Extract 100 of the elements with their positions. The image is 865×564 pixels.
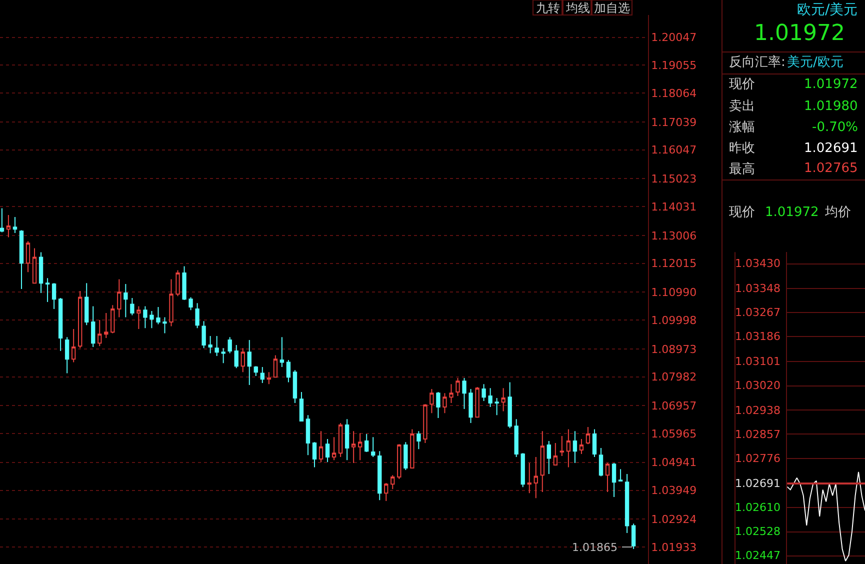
candlestick — [136, 306, 141, 330]
y-tick-label: 1.03101 — [735, 355, 780, 368]
candlestick — [442, 392, 447, 414]
candlestick — [364, 433, 369, 452]
candlestick — [423, 404, 428, 444]
candlestick — [468, 388, 473, 424]
candlestick — [234, 344, 238, 369]
candlestick — [520, 452, 525, 488]
y-tick-label: 1.03348 — [735, 282, 780, 295]
candlestick — [436, 392, 440, 418]
candlestick — [169, 278, 174, 327]
y-tick-label: 1.02528 — [735, 525, 780, 538]
candlestick — [6, 214, 11, 238]
y-tick-label: 1.17039 — [651, 116, 697, 129]
candlestick — [176, 270, 180, 297]
text: 均价 — [824, 205, 851, 220]
candlestick — [286, 359, 291, 383]
candlestick — [546, 440, 552, 474]
candlestick — [45, 278, 50, 302]
y-tick-label: 1.12015 — [651, 257, 697, 270]
candlestick — [371, 436, 376, 458]
candlestick — [618, 468, 623, 482]
candlestick — [214, 336, 219, 357]
text: 现价 — [729, 205, 755, 220]
candlestick — [247, 339, 252, 386]
y-tick-label: 1.03186 — [735, 330, 780, 343]
candlestick — [540, 430, 544, 492]
candlestick — [130, 298, 134, 316]
candlestick — [182, 266, 186, 301]
candlestick — [612, 462, 616, 498]
candlestick — [104, 312, 108, 339]
text: 昨收 — [729, 141, 755, 156]
y-tick-label: 1.02610 — [735, 501, 780, 514]
y-tick-label: 1.02691 — [735, 477, 780, 490]
candlestick — [514, 418, 518, 458]
y-tick-label: 1.03020 — [735, 379, 780, 392]
text: -0.70% — [812, 120, 858, 135]
candlestick — [221, 348, 226, 364]
candlestick — [78, 290, 82, 349]
y-tick-label: 1.02857 — [735, 428, 780, 441]
candlestick — [586, 426, 590, 445]
candlestick — [124, 283, 128, 318]
candlestick — [344, 418, 350, 461]
candlestick — [404, 442, 408, 471]
candlestick — [416, 430, 421, 450]
candlestick — [475, 386, 480, 418]
candlestick — [358, 432, 362, 461]
y-tick-label: 1.02776 — [735, 452, 780, 465]
y-tick-label: 1.01933 — [651, 540, 697, 554]
text: 1.02691 — [804, 141, 858, 156]
candlestick — [12, 216, 18, 234]
text: 1.01972 — [804, 77, 858, 92]
y-tick-label: 1.20047 — [651, 31, 697, 44]
text: 现价 — [729, 77, 755, 92]
y-tick-label: 1.02447 — [735, 549, 780, 562]
text: 1.01972 — [754, 21, 845, 46]
y-tick-label: 1.07982 — [651, 370, 697, 384]
y-tick-label: 1.03430 — [735, 257, 780, 270]
candlestick — [624, 473, 630, 534]
candlestick — [254, 366, 258, 377]
candlestick — [306, 414, 310, 456]
y-tick-label: 1.04941 — [651, 456, 697, 470]
candlestick — [64, 336, 70, 374]
candlestick — [482, 384, 486, 402]
candlestick — [240, 348, 245, 373]
candlestick — [390, 474, 395, 490]
candlestick — [84, 282, 89, 326]
text: 涨幅 — [729, 120, 755, 135]
candlestick — [449, 384, 454, 404]
candlestick — [579, 438, 584, 454]
candlestick — [631, 523, 636, 550]
y-tick-label: 1.06957 — [651, 400, 697, 412]
annotation: 1.01865 — [572, 541, 618, 554]
candlestick — [410, 428, 414, 469]
text: 均线 — [565, 1, 590, 15]
y-tick-label: 1.13006 — [651, 229, 697, 242]
candlestick — [430, 388, 434, 414]
candlestick — [117, 278, 122, 318]
text: 卖出 — [729, 99, 755, 114]
candlestick — [560, 435, 564, 456]
candlestick — [38, 252, 44, 294]
candlestick — [501, 388, 506, 412]
text: 1.01980 — [804, 99, 858, 114]
candlestick — [351, 430, 356, 464]
candlestick — [592, 428, 597, 458]
candlestick — [292, 370, 298, 404]
text: 九转 — [536, 1, 560, 15]
y-tick-label: 1.10990 — [651, 286, 697, 299]
candlestick — [19, 230, 24, 290]
candlestick — [91, 306, 96, 348]
candlestick — [325, 438, 330, 463]
candlestick — [378, 450, 382, 501]
candlestick — [397, 444, 402, 480]
candlestick — [318, 430, 324, 463]
candlestick — [534, 456, 538, 499]
candlestick — [280, 336, 284, 368]
candlestick — [598, 448, 604, 477]
y-tick-label: 1.03949 — [651, 484, 697, 498]
y-tick-label: 1.02924 — [651, 512, 697, 526]
candlestick — [58, 298, 63, 352]
